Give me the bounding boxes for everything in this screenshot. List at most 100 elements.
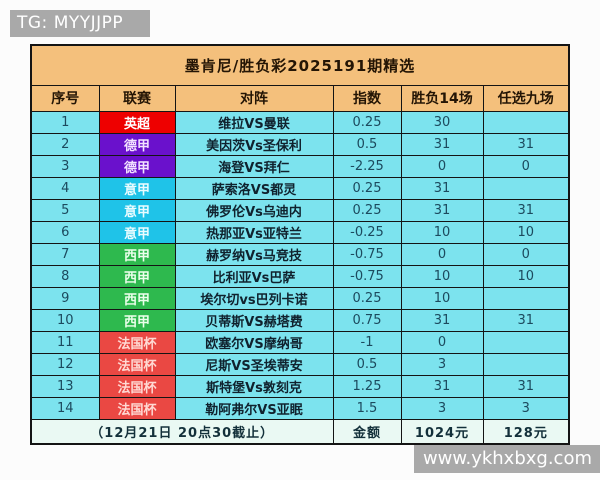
win14-pick: 31 <box>400 132 484 156</box>
league-badge: 意甲 <box>98 198 176 222</box>
table-row: 3 德甲 海登VS拜仁 -2.25 0 0 <box>30 154 570 178</box>
win14-pick: 30 <box>400 110 484 134</box>
any9-pick: 0 <box>482 154 570 178</box>
league-badge: 德甲 <box>98 154 176 178</box>
match-name: 萨索洛VS都灵 <box>174 176 334 200</box>
table-row: 1 英超 维拉VS曼联 0.25 30 <box>30 110 570 134</box>
win14-pick: 31 <box>400 198 484 222</box>
header-row-number: 序号 <box>30 84 100 112</box>
win14-pick: 10 <box>400 286 484 310</box>
any9-pick: 10 <box>482 220 570 244</box>
handicap-index: 0.75 <box>332 308 402 332</box>
win14-pick: 10 <box>400 220 484 244</box>
handicap-index: 0.25 <box>332 286 402 310</box>
handicap-index: -2.25 <box>332 154 402 178</box>
match-name: 贝蒂斯VS赫塔费 <box>174 308 334 332</box>
table-row: 6 意甲 热那亚Vs亚特兰 -0.25 10 10 <box>30 220 570 244</box>
league-badge: 西甲 <box>98 286 176 310</box>
table-footer-row: （12月21日 20点30截止） 金额 1024元 128元 <box>30 418 570 445</box>
header-league: 联赛 <box>98 84 176 112</box>
win14-pick: 31 <box>400 374 484 398</box>
header-win14: 胜负14场 <box>400 84 484 112</box>
any9-pick <box>482 110 570 134</box>
match-name: 勒阿弗尔VS亚眠 <box>174 396 334 420</box>
any9-pick <box>482 330 570 354</box>
telegram-contact-badge: TG: MYYJJPP <box>10 10 150 37</box>
match-name: 欧塞尔VS摩纳哥 <box>174 330 334 354</box>
handicap-index: 1.5 <box>332 396 402 420</box>
table-row: 10 西甲 贝蒂斯VS赫塔费 0.75 31 31 <box>30 308 570 332</box>
row-number: 13 <box>30 374 100 398</box>
table-title: 墨肯尼/胜负彩2025191期精选 <box>30 44 570 86</box>
match-name: 斯特堡Vs敦刻克 <box>174 374 334 398</box>
row-number: 11 <box>30 330 100 354</box>
handicap-index: 0.5 <box>332 352 402 376</box>
any9-pick: 3 <box>482 396 570 420</box>
amount-win14: 1024元 <box>400 418 484 445</box>
handicap-index: -0.75 <box>332 242 402 266</box>
handicap-index: 0.25 <box>332 110 402 134</box>
table-row: 5 意甲 佛罗伦Vs乌迪内 0.25 31 31 <box>30 198 570 222</box>
row-number: 3 <box>30 154 100 178</box>
league-badge: 意甲 <box>98 176 176 200</box>
table-body: 1 英超 维拉VS曼联 0.25 30 2 德甲 美因茨Vs圣保利 0.5 31 31 3 德甲 海登VS… <box>30 110 570 420</box>
table-row: 13 法国杯 斯特堡Vs敦刻克 1.25 31 31 <box>30 374 570 398</box>
any9-pick: 31 <box>482 308 570 332</box>
row-number: 9 <box>30 286 100 310</box>
row-number: 2 <box>30 132 100 156</box>
any9-pick <box>482 286 570 310</box>
row-number: 5 <box>30 198 100 222</box>
league-badge: 德甲 <box>98 132 176 156</box>
match-name: 比利亚Vs巴萨 <box>174 264 334 288</box>
row-number: 6 <box>30 220 100 244</box>
any9-pick <box>482 352 570 376</box>
match-name: 佛罗伦Vs乌迪内 <box>174 198 334 222</box>
win14-pick: 0 <box>400 330 484 354</box>
row-number: 1 <box>30 110 100 134</box>
handicap-index: -0.75 <box>332 264 402 288</box>
league-badge: 法国杯 <box>98 374 176 398</box>
any9-pick: 31 <box>482 374 570 398</box>
match-name: 尼斯VS圣埃蒂安 <box>174 352 334 376</box>
any9-pick <box>482 176 570 200</box>
any9-pick: 0 <box>482 242 570 266</box>
handicap-index: 0.5 <box>332 132 402 156</box>
table-row: 4 意甲 萨索洛VS都灵 0.25 31 <box>30 176 570 200</box>
any9-pick: 10 <box>482 264 570 288</box>
row-number: 10 <box>30 308 100 332</box>
match-name: 热那亚Vs亚特兰 <box>174 220 334 244</box>
row-number: 7 <box>30 242 100 266</box>
league-badge: 法国杯 <box>98 330 176 354</box>
table-row: 9 西甲 埃尔切vs巴列卡诺 0.25 10 <box>30 286 570 310</box>
league-badge: 法国杯 <box>98 352 176 376</box>
match-name: 埃尔切vs巴列卡诺 <box>174 286 334 310</box>
handicap-index: 1.25 <box>332 374 402 398</box>
handicap-index: 0.25 <box>332 198 402 222</box>
row-number: 8 <box>30 264 100 288</box>
win14-pick: 3 <box>400 396 484 420</box>
table-row: 7 西甲 赫罗纳Vs马竞技 -0.75 0 0 <box>30 242 570 266</box>
any9-pick: 31 <box>482 198 570 222</box>
handicap-index: 0.25 <box>332 176 402 200</box>
win14-pick: 31 <box>400 308 484 332</box>
amount-any9: 128元 <box>482 418 570 445</box>
win14-pick: 0 <box>400 154 484 178</box>
win14-pick: 10 <box>400 264 484 288</box>
table-title-row: 墨肯尼/胜负彩2025191期精选 <box>30 44 570 86</box>
match-name: 海登VS拜仁 <box>174 154 334 178</box>
win14-pick: 3 <box>400 352 484 376</box>
row-number: 14 <box>30 396 100 420</box>
row-number: 12 <box>30 352 100 376</box>
league-badge: 英超 <box>98 110 176 134</box>
match-name: 维拉VS曼联 <box>174 110 334 134</box>
header-match: 对阵 <box>174 84 334 112</box>
match-name: 美因茨Vs圣保利 <box>174 132 334 156</box>
handicap-index: -1 <box>332 330 402 354</box>
league-badge: 西甲 <box>98 264 176 288</box>
deadline-note: （12月21日 20点30截止） <box>30 418 334 445</box>
league-badge: 法国杯 <box>98 396 176 420</box>
table-row: 11 法国杯 欧塞尔VS摩纳哥 -1 0 <box>30 330 570 354</box>
handicap-index: -0.25 <box>332 220 402 244</box>
win14-pick: 0 <box>400 242 484 266</box>
league-badge: 西甲 <box>98 308 176 332</box>
